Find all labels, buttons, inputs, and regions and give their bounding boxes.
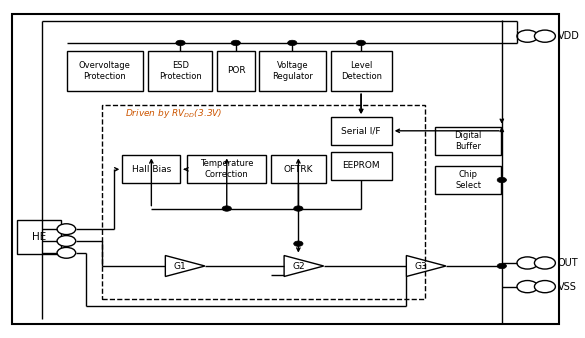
Text: G1: G1 [174, 262, 187, 270]
Circle shape [535, 30, 555, 42]
Text: G3: G3 [415, 262, 428, 270]
Circle shape [497, 177, 507, 183]
Text: Temperature
Correction: Temperature Correction [200, 159, 253, 179]
Text: G2: G2 [292, 262, 305, 270]
Circle shape [57, 247, 75, 258]
Text: Driven by RV$_{\mathregular{DD}}$(3.3V): Driven by RV$_{\mathregular{DD}}$(3.3V) [125, 107, 223, 120]
FancyBboxPatch shape [122, 155, 180, 183]
Circle shape [288, 40, 297, 46]
Text: Hall Bias: Hall Bias [132, 165, 171, 174]
FancyBboxPatch shape [187, 155, 266, 183]
FancyBboxPatch shape [435, 166, 501, 194]
Text: OUT: OUT [558, 258, 579, 268]
Text: Overvoltage
Protection: Overvoltage Protection [79, 61, 130, 81]
FancyBboxPatch shape [217, 51, 255, 91]
Text: HE: HE [32, 232, 46, 242]
Circle shape [57, 236, 75, 246]
Text: POR: POR [227, 67, 245, 75]
Circle shape [356, 40, 366, 46]
Circle shape [517, 257, 538, 269]
Text: OFTRK: OFTRK [284, 165, 313, 174]
Circle shape [231, 40, 240, 46]
Text: ESD
Protection: ESD Protection [159, 61, 202, 81]
Circle shape [517, 30, 538, 42]
Text: Voltage
Regulator: Voltage Regulator [272, 61, 313, 81]
Circle shape [535, 281, 555, 293]
Circle shape [294, 241, 303, 246]
FancyBboxPatch shape [331, 117, 392, 145]
FancyBboxPatch shape [149, 51, 212, 91]
Circle shape [497, 263, 507, 269]
FancyBboxPatch shape [271, 155, 326, 183]
Text: Chip
Select: Chip Select [455, 170, 481, 190]
FancyBboxPatch shape [259, 51, 326, 91]
Circle shape [176, 40, 185, 46]
FancyBboxPatch shape [435, 127, 501, 155]
FancyBboxPatch shape [67, 51, 143, 91]
Circle shape [294, 206, 303, 211]
Text: VDD: VDD [558, 31, 580, 41]
Circle shape [517, 281, 538, 293]
Text: Level
Detection: Level Detection [340, 61, 382, 81]
FancyBboxPatch shape [12, 14, 559, 324]
Circle shape [222, 206, 232, 211]
FancyBboxPatch shape [18, 220, 61, 254]
Text: Serial I/F: Serial I/F [342, 126, 381, 135]
Text: Digital
Buffer: Digital Buffer [455, 131, 482, 151]
Circle shape [535, 257, 555, 269]
FancyBboxPatch shape [331, 51, 392, 91]
Text: VSS: VSS [558, 282, 577, 292]
Circle shape [57, 224, 75, 235]
FancyBboxPatch shape [331, 152, 392, 180]
Text: EEPROM: EEPROM [342, 162, 380, 170]
